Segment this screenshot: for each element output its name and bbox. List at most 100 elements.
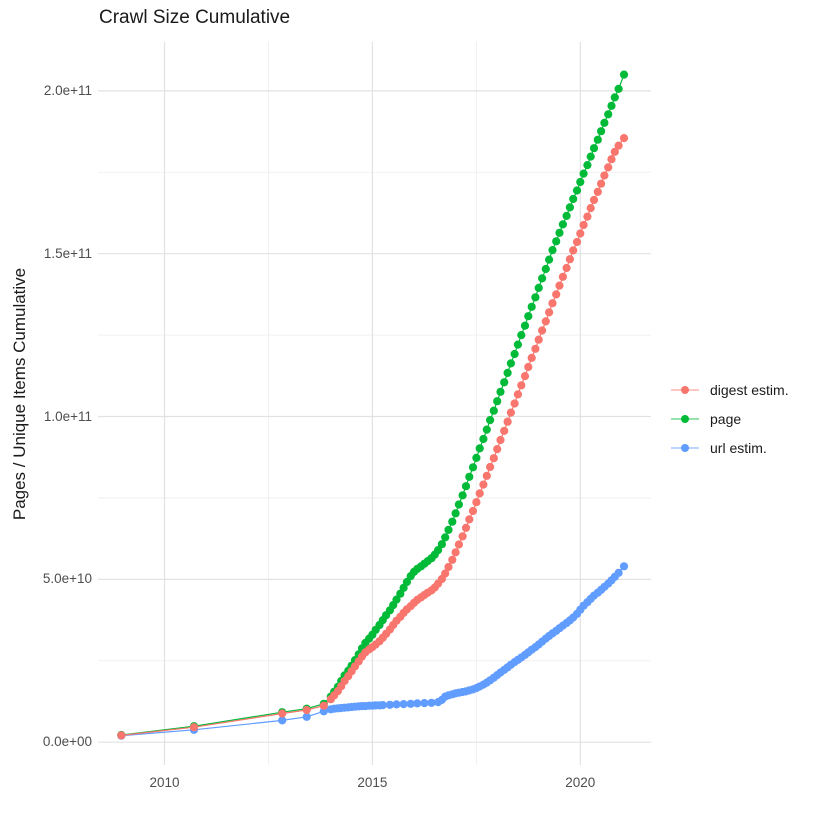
data-point: [503, 368, 512, 377]
data-point: [278, 716, 287, 725]
data-point: [468, 463, 478, 472]
data-point: [189, 723, 199, 732]
data-point: [461, 482, 471, 491]
legend-key-icon: [671, 386, 699, 394]
data-point: [493, 397, 502, 406]
y-axis-tick-label: 0.0e+00: [42, 734, 92, 750]
legend-key-dot: [681, 444, 689, 452]
series-digest-estim-: [117, 134, 629, 740]
data-point: [468, 506, 478, 516]
data-point: [569, 246, 578, 255]
data-point: [600, 171, 609, 180]
data-point: [413, 699, 422, 708]
data-point: [517, 381, 526, 390]
data-point: [479, 480, 488, 489]
data-point: [437, 540, 446, 549]
data-point: [399, 700, 408, 709]
data-point: [451, 548, 460, 557]
data-point: [545, 308, 554, 317]
data-point: [619, 134, 629, 143]
data-point: [555, 228, 564, 237]
data-point: [513, 390, 523, 399]
data-point: [444, 562, 453, 572]
legend-label: digest estim.: [710, 382, 789, 398]
y-axis-tick-label: 2.0e+11: [43, 82, 92, 98]
data-point: [531, 344, 540, 353]
series-page: [117, 70, 629, 740]
data-point: [461, 523, 471, 533]
data-point: [565, 255, 575, 264]
x-axis-tick-label: 2010: [149, 775, 180, 790]
data-point: [385, 700, 394, 709]
y-axis-tick-label: 1.0e+11: [43, 408, 92, 424]
data-point: [454, 500, 463, 509]
data-point: [434, 546, 443, 555]
legend-label: page: [710, 411, 742, 427]
x-axis-tick-label: 2020: [565, 775, 596, 790]
data-point: [479, 434, 488, 444]
data-point: [545, 255, 554, 264]
data-point: [579, 220, 588, 230]
data-point: [458, 532, 467, 541]
legend-key-icon: [671, 415, 699, 423]
data-point: [406, 699, 415, 708]
legend: digest estim. page url estim.: [670, 380, 789, 458]
data-point: [527, 302, 536, 311]
data-point: [500, 426, 509, 435]
data-point: [496, 387, 505, 396]
data-point: [548, 299, 557, 308]
data-point: [565, 203, 575, 212]
legend-key-dot: [681, 386, 689, 394]
data-point: [562, 263, 571, 273]
legend-item: digest estim.: [670, 380, 789, 400]
data-point: [506, 408, 515, 417]
data-point: [117, 731, 126, 740]
data-point: [607, 155, 616, 164]
data-point: [538, 274, 547, 283]
data-point: [517, 331, 526, 340]
data-point: [586, 204, 595, 213]
legend-item: url estim.: [670, 438, 789, 458]
data-point: [489, 406, 498, 415]
data-point: [441, 533, 450, 542]
data-point: [614, 568, 623, 578]
data-point: [619, 70, 629, 79]
data-point: [427, 698, 436, 707]
data-point: [593, 187, 602, 196]
chart-title: Crawl Size Cumulative: [99, 7, 291, 28]
data-point: [524, 362, 533, 372]
data-point: [600, 118, 609, 127]
data-point: [520, 372, 530, 381]
data-point: [614, 84, 623, 93]
data-point: [569, 194, 578, 204]
data-point: [510, 349, 519, 359]
data-point: [441, 569, 450, 578]
data-point: [558, 220, 568, 229]
data-point: [482, 425, 491, 434]
data-point: [506, 359, 515, 368]
y-axis-tick-label: 1.5e+11: [43, 245, 92, 261]
data-point: [579, 169, 588, 178]
data-point: [572, 186, 582, 195]
legend-key-icon: [671, 444, 699, 452]
data-point: [610, 93, 619, 102]
data-point: [562, 211, 571, 220]
data-point: [531, 293, 540, 302]
legend-key-dot: [681, 415, 689, 423]
data-point: [392, 700, 401, 709]
data-point: [558, 272, 568, 281]
data-point: [402, 577, 411, 587]
legend-item: page: [670, 409, 789, 429]
data-point: [500, 378, 509, 387]
data-point: [610, 147, 619, 156]
data-point: [482, 471, 491, 480]
data-point: [454, 540, 463, 549]
data-point: [576, 177, 585, 187]
data-point: [604, 110, 613, 119]
data-point: [597, 179, 606, 188]
data-point: [586, 152, 595, 161]
data-point: [604, 163, 613, 172]
data-point: [319, 701, 328, 710]
data-point: [458, 491, 467, 500]
